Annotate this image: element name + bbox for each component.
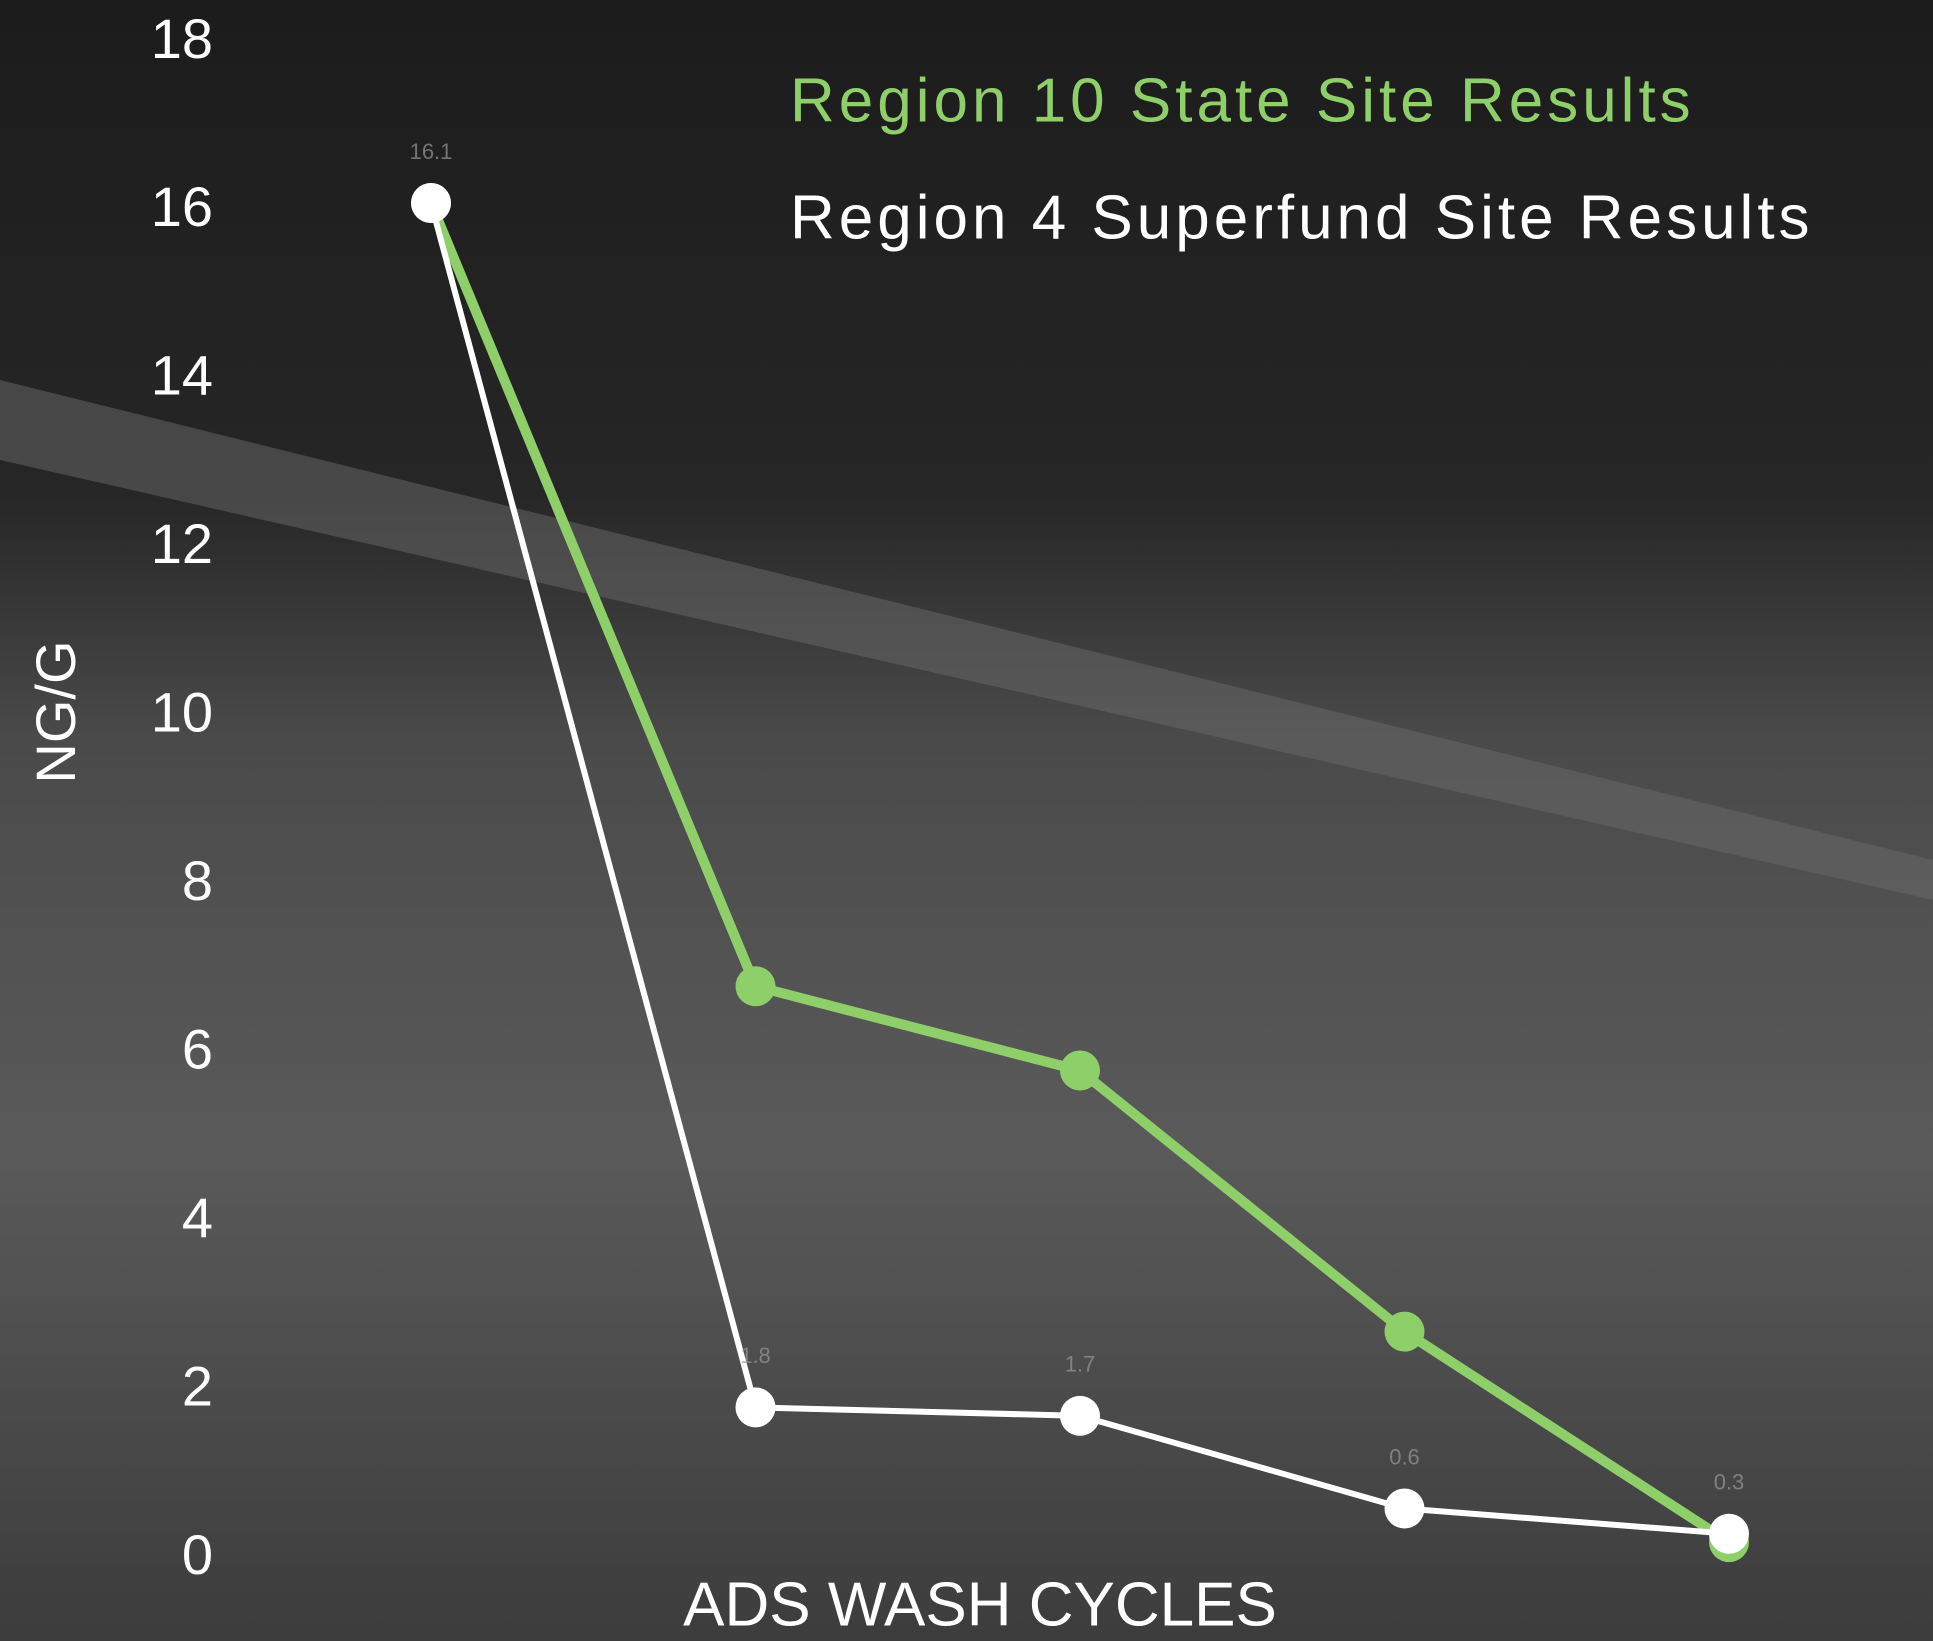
y-axis-title: NG/G <box>24 640 87 783</box>
y-tick-label: 8 <box>182 849 213 912</box>
y-tick-label: 0 <box>182 1523 213 1586</box>
data-point <box>1385 1488 1425 1528</box>
y-tick-label: 12 <box>151 512 213 575</box>
data-point <box>1060 1396 1100 1436</box>
data-label: 0.6 <box>1389 1444 1420 1469</box>
legend-entry: Region 10 State Site Results <box>790 66 1695 135</box>
data-point <box>736 966 776 1006</box>
y-tick-label: 2 <box>182 1354 213 1417</box>
x-axis-title: ADS WASH CYCLES <box>683 1570 1277 1639</box>
y-tick-label: 6 <box>182 1017 213 1080</box>
y-tick-label: 4 <box>182 1186 213 1249</box>
data-label: 1.8 <box>740 1343 771 1368</box>
data-label: 1.7 <box>1065 1352 1096 1377</box>
data-point <box>1060 1051 1100 1091</box>
chart: NG/G ADS WASH CYCLES 0 2 4 6 8 10 12 14 16 18 16.1… <box>0 0 1933 1641</box>
data-point <box>411 183 451 223</box>
data-point <box>736 1387 776 1427</box>
data-point <box>1385 1312 1425 1352</box>
y-tick-label: 16 <box>151 175 213 238</box>
data-label: 16.1 <box>410 139 453 164</box>
y-tick-label: 10 <box>151 681 213 744</box>
legend-entry: Region 4 Superfund Site Results <box>790 183 1814 252</box>
y-tick-label: 14 <box>151 344 213 407</box>
y-tick-label: 18 <box>151 7 213 70</box>
data-label: 0.3 <box>1714 1470 1745 1495</box>
data-point <box>1709 1514 1749 1554</box>
